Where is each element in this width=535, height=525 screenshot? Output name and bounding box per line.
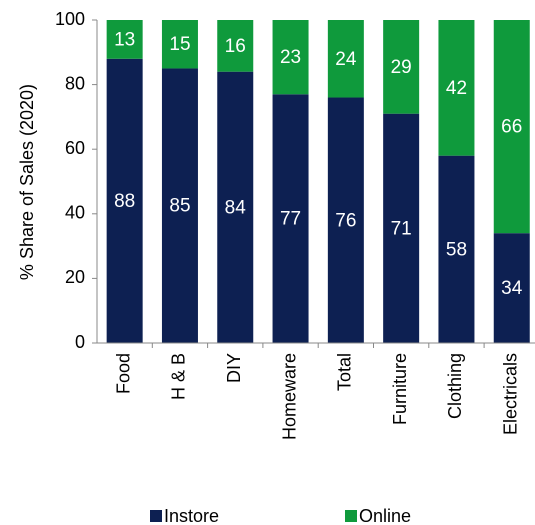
x-tick-label: H & B	[169, 353, 189, 400]
legend-label: Instore	[164, 506, 219, 525]
bar-segment	[217, 20, 254, 72]
data-label: 23	[280, 47, 301, 68]
plot-area	[106, 20, 530, 343]
data-label: 29	[391, 57, 412, 78]
y-tick-label: 100	[55, 9, 85, 29]
data-label: 16	[225, 36, 246, 57]
bar-segment	[106, 58, 143, 343]
data-label: 88	[114, 191, 135, 212]
bar-segment	[493, 20, 530, 234]
bar-segment	[106, 20, 143, 59]
bar-segment	[327, 20, 364, 98]
legend-label: Online	[359, 506, 411, 525]
data-label: 71	[391, 218, 412, 239]
bar-segment	[272, 20, 309, 95]
bar-segment	[383, 20, 420, 114]
bar-segment	[438, 155, 475, 343]
data-label: 24	[335, 49, 357, 70]
y-tick-label: 20	[65, 267, 85, 287]
y-tick-label: 60	[65, 138, 85, 158]
bar-segment	[383, 113, 420, 343]
bar-segment	[438, 20, 475, 156]
data-label: 42	[446, 78, 467, 99]
bar-segment	[217, 71, 254, 343]
x-tick-label: Furniture	[390, 353, 410, 425]
bar-segment	[493, 233, 530, 343]
legend-swatch	[345, 510, 357, 522]
y-axis-label: % Share of Sales (2020)	[17, 84, 37, 280]
bar-segment	[161, 20, 198, 69]
x-tick-label: Total	[335, 353, 355, 391]
bar-segment	[161, 68, 198, 343]
data-label: 84	[225, 197, 247, 218]
y-tick-label: 80	[65, 73, 85, 93]
x-tick-label: Homeware	[279, 353, 299, 440]
x-tick-label: Clothing	[445, 353, 465, 419]
data-label: 77	[280, 209, 301, 230]
data-label: 66	[501, 117, 522, 138]
x-tick-label: DIY	[224, 353, 244, 383]
x-tick-label: Food	[113, 353, 133, 394]
data-label: 85	[169, 196, 190, 217]
bar-segment	[272, 94, 309, 343]
data-label: 34	[501, 278, 523, 299]
y-tick-label: 40	[65, 203, 85, 223]
data-label: 76	[335, 210, 356, 231]
data-label: 13	[114, 29, 135, 50]
data-label: 15	[169, 34, 190, 55]
y-tick-label: 0	[75, 332, 85, 352]
x-tick-label: Electricals	[501, 353, 521, 435]
bar-segment	[327, 97, 364, 343]
data-label: 58	[446, 239, 467, 260]
legend-swatch	[150, 510, 162, 522]
